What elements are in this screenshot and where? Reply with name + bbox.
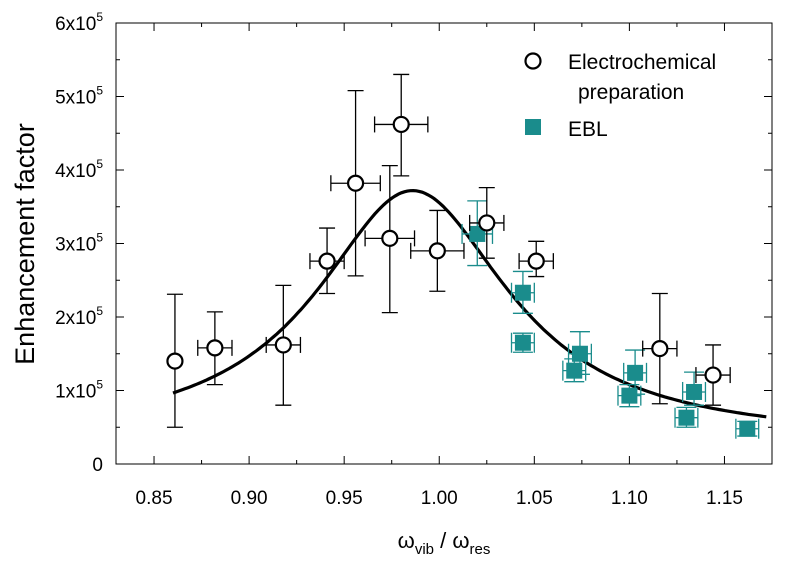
electrochemical-point [478,214,496,232]
electrochemical-point-group [410,209,465,292]
ebl-point-group [681,371,707,406]
electrochemical-point [206,339,224,357]
x-title-separator: / [434,528,452,553]
electrochemical-point-group [309,227,345,295]
data-points-layer [166,73,760,439]
ebl-point [514,284,531,301]
legend-label-ebl: EBL [568,118,608,141]
y-tick-label: 4x105 [55,157,103,182]
electrochemical-point-group [364,164,416,314]
electrochemical-point [381,229,399,247]
x-tick-label: 0.85 [136,488,173,509]
electrochemical-point-group [197,311,233,386]
electrochemical-point [651,340,669,358]
y-axis: 0 1x105 2x105 3x105 4x105 5x105 6x105 [55,10,772,476]
x-tick-label: 1.15 [706,488,743,509]
electrochemical-point-group [642,292,678,405]
y-tick-label: 6x105 [55,10,103,35]
x-title-omega-1: ω [398,528,415,553]
electrochemical-point [166,352,184,370]
ebl-point [627,364,644,381]
electrochemical-point [704,366,722,384]
electrochemical-point-group [469,186,505,259]
y-tick-label: 1x105 [55,378,103,403]
electrochemical-point [318,252,336,270]
x-axis: 0.85 0.90 0.95 1.00 1.05 1.10 1.15 [136,23,743,509]
ebl-point [739,420,756,437]
electrochemical-point [274,336,292,354]
electrochemical-point [346,174,365,192]
ebl-point-group [510,270,535,314]
electrochemical-point [527,252,545,270]
y-tick-label: 2x105 [55,304,103,329]
x-axis-title: ωvib / ωres [398,528,491,558]
electrochemical-point [392,115,410,134]
y-tick-label: 3x105 [55,231,103,256]
ebl-point-group [617,383,642,408]
legend-marker-ebl [525,119,541,135]
x-title-sub-vib: vib [415,541,434,558]
x-tick-label: 1.00 [421,488,458,509]
x-title-omega-2: ω [452,528,469,553]
legend-label-electrochemical-line2: preparation [578,81,684,104]
legend: Electrochemical preparation EBL [524,51,716,141]
ebl-point-group [562,358,587,383]
ebl-point-group [510,332,535,353]
electrochemical-point-group [166,293,184,428]
ebl-point [514,334,531,351]
ebl-point [621,387,638,404]
x-tick-label: 1.10 [611,488,648,509]
legend-label-electrochemical-line1: Electrochemical [568,51,716,74]
electrochemical-point-group [518,240,554,278]
y-tick-label: 0 [92,455,103,476]
ebl-point [571,345,588,362]
electrochemical-point-group [330,89,381,277]
ebl-point [566,362,583,379]
legend-marker-electrochemical [524,52,542,70]
ebl-point [469,225,486,242]
electrochemical-point [428,242,446,260]
x-title-sub-res: res [470,541,491,558]
ebl-point-group [735,418,760,439]
y-tick-label: 5x105 [55,84,103,109]
y-axis-title: Enhancement factor [10,123,40,365]
x-tick-label: 0.95 [326,488,363,509]
x-tick-label: 1.05 [516,488,553,509]
ebl-point-group [674,406,699,428]
x-tick-label: 0.90 [231,488,268,509]
electrochemical-point-group [265,284,302,406]
electrochemical-point-group [373,73,429,177]
ebl-point [686,383,703,400]
ebl-point [678,409,695,426]
ebl-point-group [623,349,648,395]
electrochemical-point-group [695,344,731,406]
